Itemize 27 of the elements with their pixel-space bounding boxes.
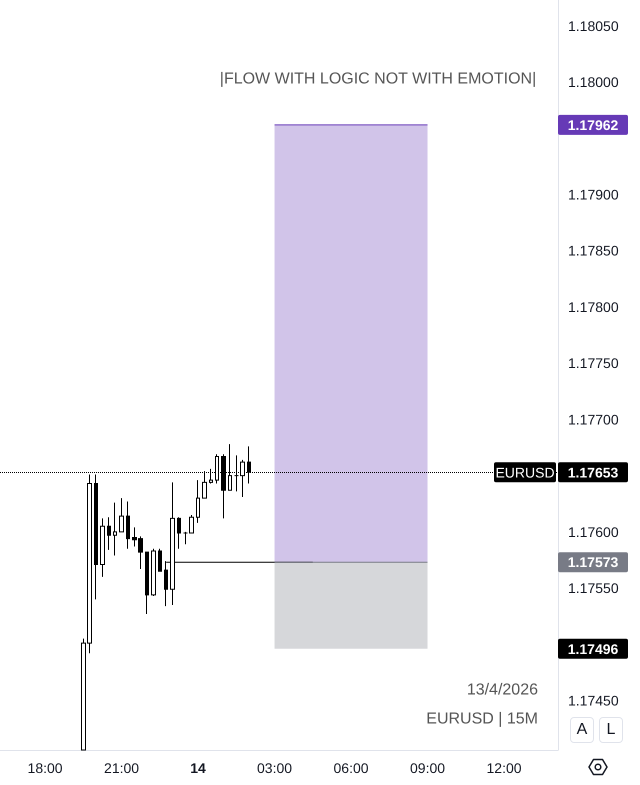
- x-tick-label: 14: [190, 760, 206, 776]
- y-tick-label: 1.17450: [568, 692, 619, 709]
- y-tick-label: 1.17573: [568, 554, 619, 570]
- x-tick-label: 06:00: [334, 760, 369, 776]
- x-tick-label: 03:00: [257, 760, 292, 776]
- y-tick-label: 1.17600: [568, 524, 619, 540]
- y-tick-label: 1.18000: [568, 74, 619, 90]
- x-tick-label: 09:00: [410, 760, 446, 776]
- y-tick-label: 1.17750: [568, 355, 619, 372]
- x-tick-label: 21:00: [104, 760, 140, 776]
- y-tick-label: 1.17496: [568, 640, 619, 657]
- y-tick-label: 1.17900: [568, 186, 619, 203]
- letter-button: A: [570, 717, 594, 743]
- y-tick-label: 1.17962: [568, 116, 619, 133]
- y-tick-label: 1.17653: [568, 464, 619, 480]
- y-tick-label: 1.18050: [568, 18, 619, 34]
- text: |FLOW WITH LOGIC NOT WITH EMOTION|: [220, 70, 536, 88]
- letter-button: L: [599, 717, 623, 743]
- annotation: 13/4/2026: [466, 682, 538, 698]
- x-tick-label: 12:00: [486, 760, 522, 776]
- y-tick-label: 1.17550: [568, 580, 619, 596]
- y-tick-label: 1.17700: [568, 411, 619, 428]
- y-tick-label: 1.17850: [568, 242, 619, 259]
- y-tick-label: 1.17800: [568, 298, 619, 315]
- x-tick-label: 18:00: [28, 760, 63, 776]
- ref-line-label: EURUSD: [495, 464, 555, 480]
- annotation: EURUSD | 15M: [426, 710, 538, 728]
